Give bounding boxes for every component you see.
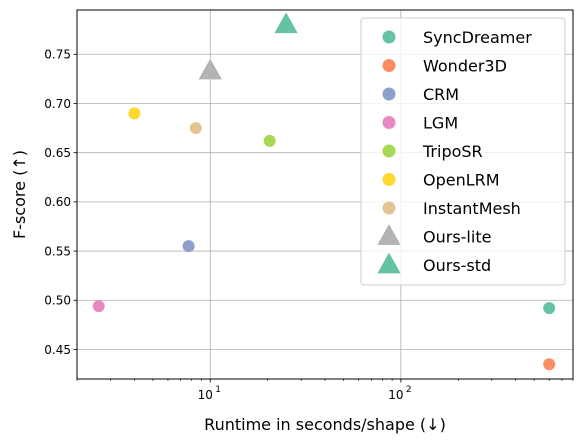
legend-marker-wonder3d <box>382 59 396 72</box>
point-ours-std <box>274 12 298 34</box>
legend-label-ours-std: Ours-std <box>423 256 491 275</box>
legend-label-lgm: LGM <box>423 114 458 133</box>
point-lgm <box>92 300 105 313</box>
point-openlrm <box>128 107 141 120</box>
legend-marker-syncdreamer <box>382 30 396 44</box>
x-tick-label: 10 <box>388 388 403 402</box>
legend: SyncDreamer Wonder3D CRM LGM TripoSR OpenLRM I… <box>360 17 566 286</box>
x-tick-label-base: 10 <box>388 388 403 402</box>
legend-marker-openlrm <box>382 173 396 186</box>
x-tick-label-exponent: 1 <box>215 385 221 395</box>
point-triposr <box>263 134 276 147</box>
y-axis-title: F-score (↑) <box>10 150 29 239</box>
data-points <box>92 12 556 371</box>
x-tick-label-exponent: 2 <box>406 385 412 395</box>
point-wonder3d <box>543 358 556 371</box>
legend-label-openlrm: OpenLRM <box>423 171 500 190</box>
legend-label-syncdreamer: SyncDreamer <box>423 28 532 47</box>
point-ours-lite <box>198 58 222 80</box>
y-tick-label: 0.60 <box>44 195 71 209</box>
x-tick-label: 10 <box>198 388 213 402</box>
point-crm <box>182 240 195 253</box>
y-axis: 0.45 0.50 0.55 0.60 0.65 0.70 0.75 <box>44 48 77 357</box>
x-tick-label-base: 10 <box>198 388 213 402</box>
y-tick-label: 0.75 <box>44 48 71 62</box>
point-syncdreamer <box>543 302 556 315</box>
y-tick-label: 0.55 <box>44 244 71 258</box>
legend-marker-ours-std <box>377 252 401 274</box>
y-tick-label: 0.70 <box>44 97 71 111</box>
y-tick-label: 0.65 <box>44 146 71 160</box>
point-instantmesh <box>189 122 202 135</box>
legend-marker-ours-lite <box>377 224 401 245</box>
x-axis-title: Runtime in seconds/shape (↓) <box>204 415 446 434</box>
legend-label-crm: CRM <box>423 85 459 104</box>
y-tick-label: 0.50 <box>44 294 71 308</box>
legend-marker-crm <box>382 87 396 101</box>
legend-label-triposr: TripoSR <box>422 142 483 161</box>
legend-marker-instantmesh <box>382 201 396 215</box>
legend-label-ours-lite: Ours-lite <box>423 228 491 247</box>
legend-marker-triposr <box>382 144 396 158</box>
legend-box <box>360 17 566 286</box>
legend-label-wonder3d: Wonder3D <box>423 57 507 76</box>
y-tick-label: 0.45 <box>44 343 71 357</box>
legend-label-instantmesh: InstantMesh <box>423 199 521 218</box>
legend-marker-lgm <box>382 116 396 129</box>
x-axis: 10 1 10 2 <box>76 379 574 402</box>
